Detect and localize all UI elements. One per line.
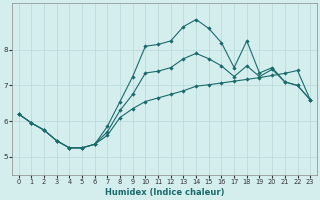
X-axis label: Humidex (Indice chaleur): Humidex (Indice chaleur)	[105, 188, 224, 197]
